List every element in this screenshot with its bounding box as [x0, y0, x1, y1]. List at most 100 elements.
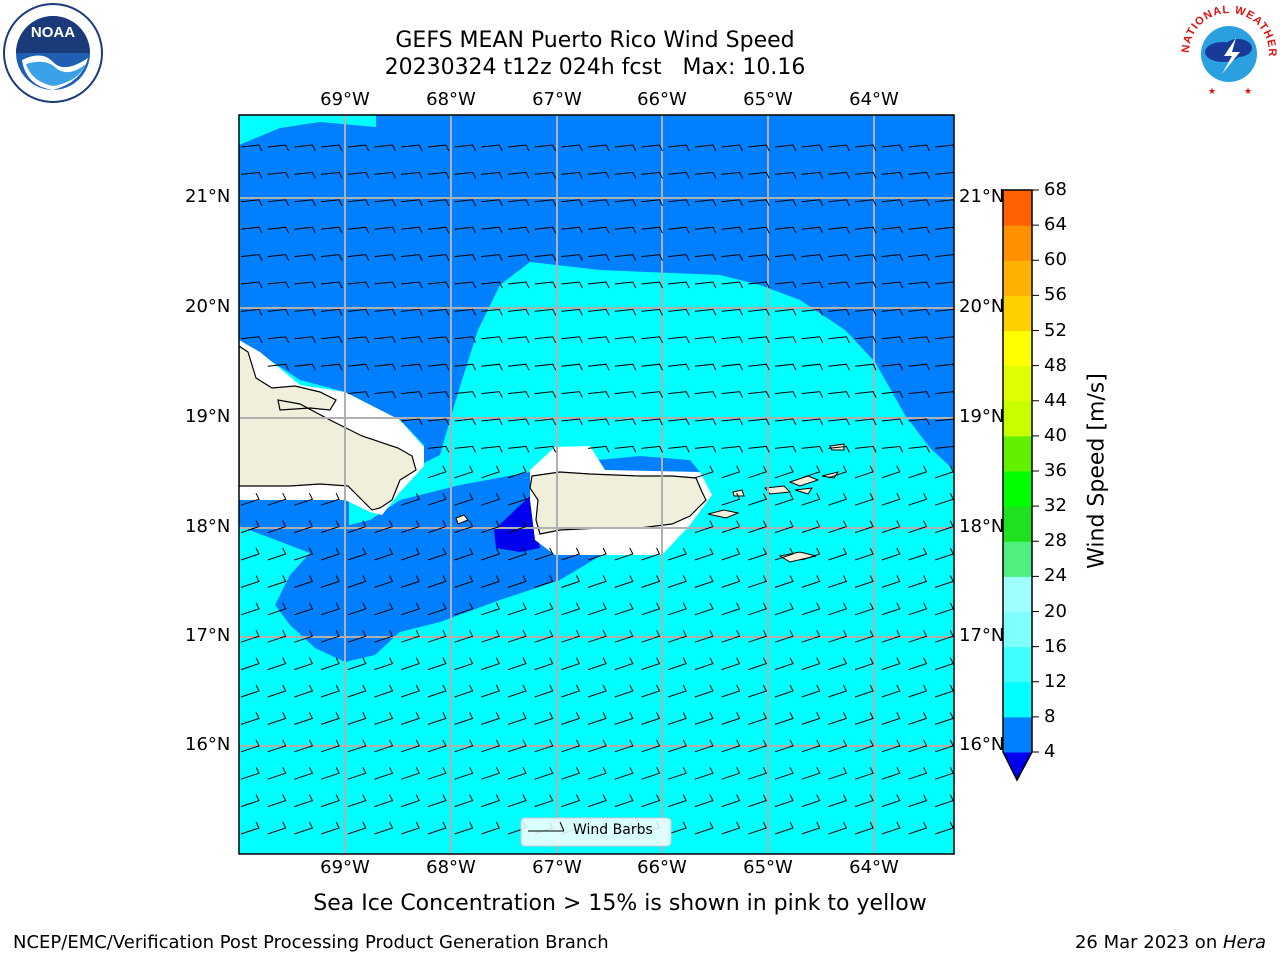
- wind-barb: [427, 308, 450, 316]
- wind-barb: [801, 144, 824, 152]
- wind-barb: [454, 794, 474, 808]
- wind-barb: [401, 171, 423, 179]
- wind-barb: [320, 794, 340, 808]
- wind-barb: [374, 684, 394, 698]
- wind-barb: [561, 684, 581, 698]
- wind-barb: [267, 171, 290, 179]
- wind-barb: [534, 336, 557, 344]
- wind-barb: [374, 363, 396, 371]
- wind-barb: [454, 712, 474, 725]
- wind-barb: [347, 602, 367, 616]
- wind-barb: [401, 336, 423, 344]
- wind-barb: [641, 547, 661, 561]
- wind-barb: [748, 657, 768, 671]
- wind-barb: [854, 465, 874, 479]
- wind-barb: [374, 575, 394, 588]
- wind-barb: [721, 602, 741, 616]
- wind-barb: [668, 575, 687, 588]
- lon-label-bottom: 68°W: [426, 857, 476, 878]
- wind-band-4-8-west: [239, 500, 349, 526]
- colorbar-tick-label: 68: [1044, 179, 1067, 200]
- wind-barb: [935, 308, 954, 313]
- wind-barb: [935, 766, 954, 780]
- wind-barb: [748, 547, 768, 561]
- wind-barb: [427, 363, 450, 371]
- legend-label: Wind Barbs: [573, 822, 653, 838]
- wind-barb: [828, 492, 848, 506]
- wind-barb: [294, 766, 314, 780]
- wind-barb: [294, 199, 316, 207]
- wind-barb: [641, 657, 661, 671]
- lat-label-left: 20°N: [185, 296, 231, 317]
- wind-barb: [935, 712, 954, 725]
- wind-barb: [321, 226, 343, 234]
- wind-barb: [748, 171, 770, 179]
- wind-barb: [935, 520, 954, 534]
- wind-barb: [801, 766, 821, 780]
- wind-barb: [828, 739, 848, 753]
- wind-barb: [614, 657, 634, 671]
- wind-barb: [935, 336, 954, 340]
- wind-barb: [908, 821, 928, 835]
- wind-barb: [908, 766, 928, 780]
- footer-credit: NCEP/EMC/Verification Post Processing Pr…: [13, 932, 609, 953]
- wind-barb: [294, 171, 316, 179]
- wind-barb: [267, 199, 290, 207]
- wind-barb: [587, 739, 607, 753]
- wind-barb: [721, 171, 744, 179]
- wind-barb: [694, 629, 714, 643]
- wind-barb: [401, 281, 423, 289]
- wind-barb: [614, 712, 634, 725]
- wind-barb: [694, 520, 714, 534]
- wind-barb: [374, 226, 396, 234]
- wind-barb: [668, 171, 690, 179]
- wind-barb: [668, 547, 687, 561]
- wind-barb: [561, 391, 583, 398]
- wind-barb: [801, 308, 824, 316]
- wind-barb: [801, 657, 821, 671]
- wind-barb: [721, 363, 744, 371]
- colorbar-tick-label: 28: [1044, 530, 1067, 552]
- wind-band-below-4: [494, 496, 540, 552]
- wind-barb: [801, 712, 821, 725]
- wind-barb: [294, 363, 316, 371]
- wind-barb: [454, 418, 477, 426]
- wind-barb: [721, 199, 744, 207]
- wind-barb: [374, 821, 394, 835]
- wind-barb: [374, 547, 394, 561]
- wind-barb: [507, 575, 527, 588]
- wind-barb: [374, 766, 394, 780]
- lat-label-right: 16°N: [959, 734, 1003, 755]
- wind-barb: [294, 281, 316, 289]
- wind-barb: [561, 712, 581, 725]
- wind-barb: [774, 492, 794, 506]
- wind-barb: [481, 391, 503, 398]
- wind-barb: [748, 445, 770, 453]
- wind-barb: [774, 794, 794, 808]
- wind-barb: [374, 629, 394, 643]
- wind-barb: [267, 629, 287, 643]
- wind-barb: [454, 657, 474, 671]
- wind-barb: [427, 226, 450, 234]
- wind-barb: [427, 821, 447, 835]
- wind-barb: [748, 308, 770, 316]
- wind-barb: [935, 226, 954, 230]
- wind-barb: [881, 739, 901, 753]
- noaa-logo: NOAA: [3, 3, 103, 103]
- wind-barb: [588, 199, 610, 207]
- wind-barb: [507, 199, 530, 207]
- wind-barb: [721, 281, 744, 289]
- wind-barb: [721, 575, 741, 588]
- wind-barb: [801, 684, 821, 698]
- wind-barb: [828, 226, 850, 234]
- wind-barb: [748, 794, 768, 808]
- wind-barb: [935, 281, 954, 285]
- wind-barb: [401, 794, 420, 808]
- wind-barb: [774, 547, 794, 561]
- wind-barb: [801, 794, 821, 808]
- wind-barb: [881, 171, 904, 179]
- wind-barb: [347, 766, 367, 780]
- wind-barb: [774, 684, 794, 698]
- lon-label-bottom: 69°W: [320, 857, 370, 878]
- wind-barb: [641, 363, 663, 371]
